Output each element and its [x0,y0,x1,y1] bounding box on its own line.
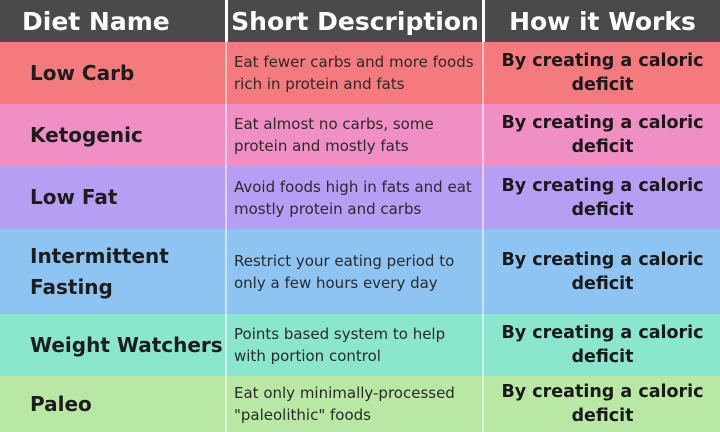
diet-how-it-works: By creating a caloric deficit [501,323,704,367]
diet-name: Ketogenic [30,122,143,147]
diet-how-it-works: By creating a caloric deficit [501,175,704,220]
diet-how-it-works: By creating a caloric deficit [501,113,704,157]
table-row-intermittent-fasting: Intermittent Fasting Restrict your eatin… [0,229,720,314]
header-diet-name: Diet Name [22,6,170,36]
header-how-it-works: How it Works [509,6,696,36]
diet-description: Eat only minimally-processed "paleolithi… [234,384,455,424]
table-row-ketogenic: Ketogenic Eat almost no carbs, some prot… [0,104,720,166]
table-header: Diet Name Short Description How it Works [0,0,720,42]
diet-name: Paleo [30,391,92,416]
diet-name: Intermittent Fasting [30,243,169,299]
diet-description: Eat almost no carbs, some protein and mo… [234,115,434,155]
diet-how-it-works: By creating a caloric deficit [501,249,704,294]
table-row-paleo: Paleo Eat only minimally-processed "pale… [0,376,720,432]
diet-name: Low Fat [30,185,118,209]
diet-how-it-works: By creating a caloric deficit [501,51,704,95]
table-row-weight-watchers: Weight Watchers Points based system to h… [0,314,720,376]
diet-name: Low Carb [30,60,135,85]
diet-how-it-works: By creating a caloric deficit [501,382,704,426]
diet-description: Restrict your eating period to only a fe… [234,251,455,292]
header-divider [482,0,485,42]
header-short-description: Short Description [231,6,479,36]
diet-name: Weight Watchers [30,332,223,357]
diet-description: Points based system to help with portion… [234,325,446,365]
column-divider [225,42,227,432]
header-divider [225,0,228,42]
column-divider [482,42,484,432]
diet-description: Eat fewer carbs and more foods rich in p… [234,53,474,93]
table-row-low-fat: Low Fat Avoid foods high in fats and eat… [0,166,720,229]
table-row-low-carb: Low Carb Eat fewer carbs and more foods … [0,42,720,104]
diet-description: Avoid foods high in fats and eat mostly … [234,177,472,218]
